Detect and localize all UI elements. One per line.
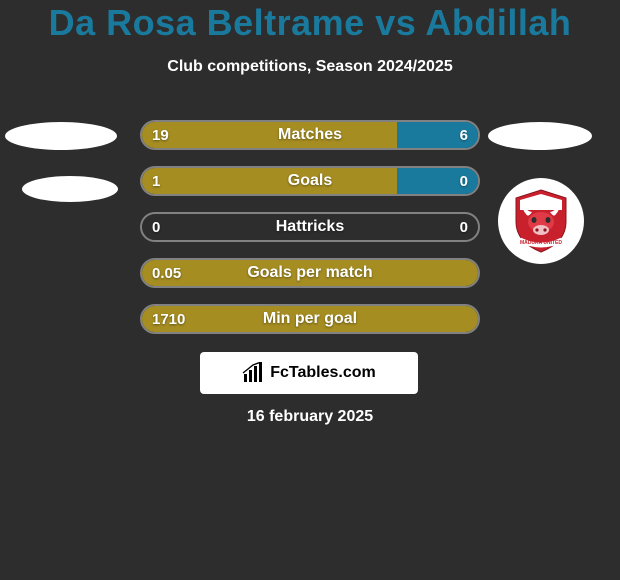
stat-bar: 0 Hattricks 0 xyxy=(140,212,480,242)
stat-bar-left xyxy=(142,122,397,148)
stat-bar-right xyxy=(397,122,478,148)
stat-bar: 1710 Min per goal xyxy=(140,304,480,334)
team-badge-placeholder xyxy=(22,176,118,202)
stat-bar-left xyxy=(142,306,478,332)
stat-row-goals-per-match: 0.05 Goals per match xyxy=(0,258,620,288)
team-badge-label: MADURA UNITED xyxy=(520,240,562,246)
brand-text: FcTables.com xyxy=(270,364,376,382)
stat-value-left: 0 xyxy=(152,214,160,240)
bull-shield-icon: MADURA UNITED xyxy=(508,188,574,254)
stat-label: Hattricks xyxy=(142,214,478,240)
stat-bar-right xyxy=(397,168,478,194)
stat-bar-left xyxy=(142,260,478,286)
date-text: 16 february 2025 xyxy=(0,408,620,426)
team-badge-inner: MADURA UNITED xyxy=(508,188,574,254)
stat-bar: 19 Matches 6 xyxy=(140,120,480,150)
team-badge: MADURA UNITED xyxy=(498,178,584,264)
page-subtitle: Club competitions, Season 2024/2025 xyxy=(0,58,620,76)
brand-footer: FcTables.com xyxy=(200,352,418,394)
stat-bar: 0.05 Goals per match xyxy=(140,258,480,288)
player-photo-placeholder xyxy=(5,122,117,150)
player-photo-placeholder xyxy=(488,122,592,150)
stat-bar-left xyxy=(142,168,397,194)
stat-bar: 1 Goals 0 xyxy=(140,166,480,196)
page-title: Da Rosa Beltrame vs Abdillah xyxy=(0,0,620,44)
stat-value-right: 0 xyxy=(460,214,468,240)
bar-chart-icon xyxy=(242,362,264,384)
infographic-container: Da Rosa Beltrame vs Abdillah Club compet… xyxy=(0,0,620,580)
stat-row-min-per-goal: 1710 Min per goal xyxy=(0,304,620,334)
